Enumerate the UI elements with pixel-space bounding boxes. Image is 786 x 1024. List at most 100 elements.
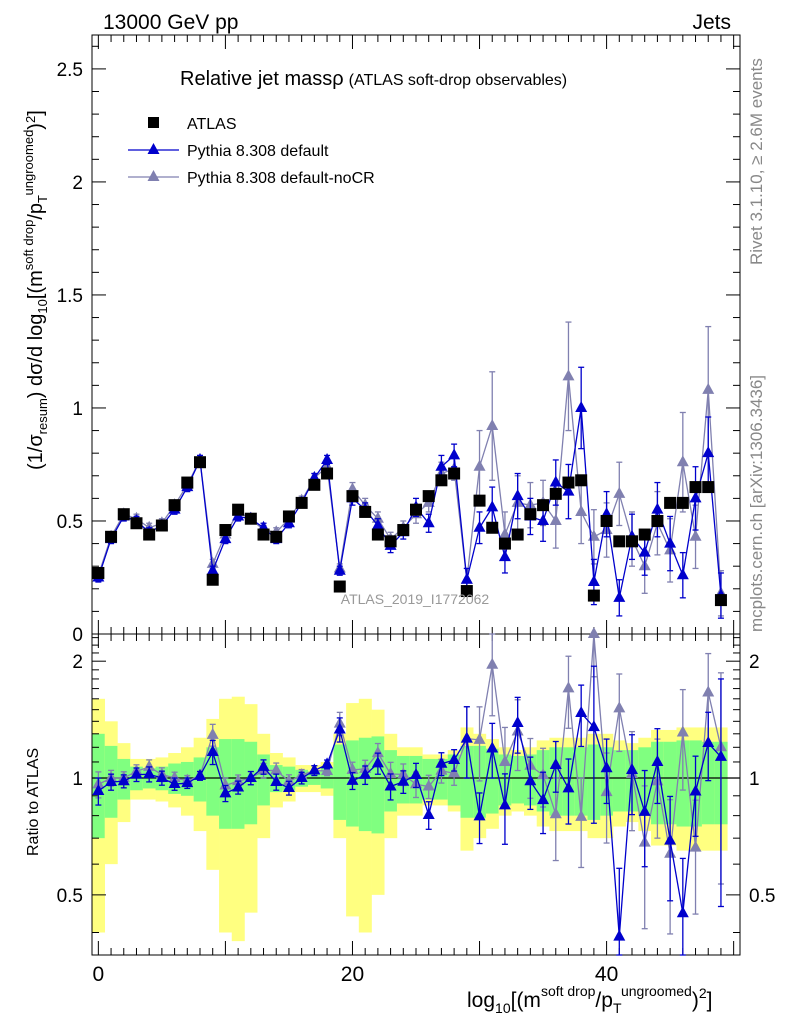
main-default-marker [575,400,588,412]
ratio-default-marker [714,749,727,761]
ratio-default-marker [155,771,168,783]
main-atlas-marker [689,481,702,494]
main-atlas-marker [321,467,334,480]
main-atlas-marker [206,573,219,586]
legend-marker-nocr [147,170,160,181]
ratio-default-marker [168,777,181,789]
header-jets-label: Jets [692,11,731,34]
main-default-marker [613,590,626,602]
main-atlas-marker [244,512,257,525]
main-atlas-marker [422,490,435,503]
main-nocr-marker [702,382,715,394]
legend-marker-atlas [148,117,159,128]
main-default-marker [689,491,702,503]
ratio-default-marker [524,774,537,786]
main-atlas-marker [448,467,461,480]
band-inner-bin [371,736,385,834]
main-atlas-marker [92,566,105,579]
ratio-default-marker [664,833,677,845]
main-default-marker [422,516,435,528]
main-y-tick-label: 1.5 [57,286,83,307]
band-inner-bin [460,745,474,818]
main-y-tick-label: 2 [72,173,83,194]
chart-title-sub: (ATLAS soft-drop observables) [349,72,567,89]
ratio-nocr-marker [486,657,499,669]
ratio-default-marker [422,807,435,819]
ratio-nocr-marker [232,774,245,786]
ratio-nocr-marker [473,732,486,744]
axis-tick-labels: 0 20 40 0 0.5 1 1.5 2 2.5 0.5 0.5 1 1 2 2 [57,60,776,986]
ratio-y-tick-label-right: 0.5 [749,886,775,907]
ratio-default-marker [473,809,486,821]
main-atlas-marker [257,528,270,541]
main-atlas-marker [219,524,232,537]
main-series-layer [92,321,727,619]
analysis-watermark: ATLAS_2019_I1772062 [341,591,490,607]
main-atlas-marker [511,528,524,541]
main-atlas-marker [714,594,727,607]
ratio-default-marker [689,784,702,796]
x-tick-label: 0 [93,963,105,986]
ratio-y-axis-label: Ratio to ATLAS [25,748,42,856]
ratio-y-tick-label-left: 1 [72,769,83,790]
main-atlas-marker [613,535,626,548]
main-default-marker [587,575,600,587]
ratio-nocr-line [98,633,722,854]
main-atlas-marker [460,585,473,598]
main-nocr-marker [486,419,499,431]
main-default-marker [537,513,550,525]
main-atlas-marker [155,519,168,532]
main-default-marker [511,489,524,501]
ratio-default-marker [448,753,461,765]
main-nocr-marker [498,527,511,539]
ratio-nocr-marker [384,766,397,778]
ratio-default-marker [397,774,410,786]
ratio-nocr-marker [143,759,156,771]
main-atlas-marker [537,499,550,512]
main-y-tick-label: 1 [72,399,83,420]
main-default-line [97,407,722,598]
rivet-version-label: Rivet 3.1.10, ≥ 2.6M events [747,58,766,265]
main-default-marker [676,568,689,580]
main-atlas-marker [359,505,372,518]
band-inner-bin [612,750,626,812]
x-tick-label: 40 [595,963,618,986]
chart-title-main: Relative jet massρ [180,68,344,90]
ratio-default-marker [143,767,156,779]
ratio-default-marker [244,771,257,783]
main-atlas-marker [194,456,206,469]
ratio-default-marker [638,804,651,816]
main-nocr-marker [549,513,562,525]
ratio-nocr-marker [219,778,232,790]
ratio-default-marker [575,706,588,718]
main-default-marker [486,500,499,512]
chart-title: Relative jet massρ (ATLAS soft-drop obser… [180,68,567,90]
main-atlas-marker [232,503,245,516]
ratio-nocr-marker [422,779,435,791]
ratio-y-tick-label-right: 1 [749,769,760,790]
ratio-default-marker [410,767,422,779]
main-atlas-marker [435,474,448,487]
main-atlas-marker [664,496,677,509]
main-atlas-marker [270,530,283,543]
ratio-default-marker [181,776,194,788]
main-default-marker [651,502,664,514]
ratio-nocr-marker [676,725,689,737]
ratio-nocr-marker [448,766,461,778]
main-atlas-marker [346,490,359,503]
axis-ticks [92,35,740,955]
main-atlas-marker [333,580,346,593]
ratio-nocr-marker [562,681,575,693]
main-atlas-marker [486,521,499,534]
ratio-nocr-marker [371,746,384,758]
main-default-marker [562,484,575,496]
main-atlas-marker [524,508,537,521]
ratio-default-marker [498,798,511,810]
ratio-nocr-marker [321,764,334,776]
ratio-default-marker [359,767,372,779]
main-atlas-marker [638,528,651,541]
main-y-axis-label: (1/σresum) dσ/d log10[(msoft drop/pTungr… [21,110,50,470]
main-nocr-marker [473,459,486,471]
main-atlas-marker [295,496,308,509]
